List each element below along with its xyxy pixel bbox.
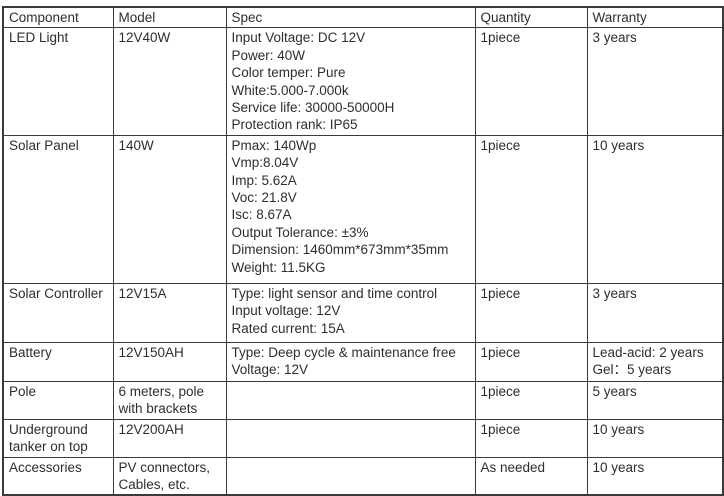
quantity-cell: 1piece bbox=[474, 418, 588, 458]
table-row-accessories: Accessories PV connectors, Cables, etc. … bbox=[2, 456, 724, 496]
quantity-cell: As needed bbox=[474, 456, 588, 496]
table-row-battery: Battery 12V150AH Type: Deep cycle & main… bbox=[2, 341, 724, 382]
quantity-cell: 1piece bbox=[474, 341, 588, 382]
model-cell: 12V150AH bbox=[112, 341, 227, 382]
component-cell: Solar Controller bbox=[2, 282, 114, 343]
table-row-underground-tanker: Underground tanker on top 12V200AH 1piec… bbox=[2, 418, 724, 458]
quantity-cell: 1piece bbox=[474, 380, 588, 420]
spec-cell: Input Voltage: DC 12V Power: 40W Color t… bbox=[225, 27, 476, 136]
table-header-row: Component Model Spec Quantity Warranty bbox=[2, 6, 724, 29]
spec-cell: Pmax: 140Wp Vmp:8.04V Imp: 5.62A Voc: 21… bbox=[225, 134, 476, 284]
quantity-cell: 1piece bbox=[474, 282, 588, 343]
model-cell: PV connectors, Cables, etc. bbox=[112, 456, 227, 496]
table-row-led-light: LED Light 12V40W Input Voltage: DC 12V P… bbox=[2, 27, 724, 136]
model-cell: 12V200AH bbox=[112, 418, 227, 458]
product-spec-table: Component Model Spec Quantity Warranty L… bbox=[2, 6, 724, 496]
component-cell: LED Light bbox=[2, 27, 114, 136]
component-cell: Underground tanker on top bbox=[2, 418, 114, 458]
warranty-cell: Lead-acid: 2 years Gel：5 years bbox=[586, 341, 724, 382]
spec-cell bbox=[225, 380, 476, 420]
spec-cell bbox=[225, 418, 476, 458]
model-cell: 6 meters, pole with brackets bbox=[112, 380, 227, 420]
quantity-cell: 1piece bbox=[474, 134, 588, 284]
warranty-cell: 10 years bbox=[586, 134, 724, 284]
component-cell: Accessories bbox=[2, 456, 114, 496]
column-header-component: Component bbox=[2, 6, 114, 29]
model-cell: 140W bbox=[112, 134, 227, 284]
quantity-cell: 1piece bbox=[474, 27, 588, 136]
warranty-cell: 3 years bbox=[586, 282, 724, 343]
column-header-spec: Spec bbox=[225, 6, 476, 29]
table-row-pole: Pole 6 meters, pole with brackets 1piece… bbox=[2, 380, 724, 420]
column-header-model: Model bbox=[112, 6, 227, 29]
model-cell: 12V40W bbox=[112, 27, 227, 136]
component-cell: Battery bbox=[2, 341, 114, 382]
table-row-solar-panel: Solar Panel 140W Pmax: 140Wp Vmp:8.04V I… bbox=[2, 134, 724, 284]
spec-cell bbox=[225, 456, 476, 496]
spec-cell: Type: Deep cycle & maintenance free Volt… bbox=[225, 341, 476, 382]
component-cell: Solar Panel bbox=[2, 134, 114, 284]
component-cell: Pole bbox=[2, 380, 114, 420]
warranty-cell: 5 years bbox=[586, 380, 724, 420]
warranty-cell: 10 years bbox=[586, 456, 724, 496]
warranty-cell: 3 years bbox=[586, 27, 724, 136]
warranty-cell: 10 years bbox=[586, 418, 724, 458]
spec-cell: Type: light sensor and time control Inpu… bbox=[225, 282, 476, 343]
column-header-warranty: Warranty bbox=[586, 6, 724, 29]
model-cell: 12V15A bbox=[112, 282, 227, 343]
table-row-solar-controller: Solar Controller 12V15A Type: light sens… bbox=[2, 282, 724, 343]
column-header-quantity: Quantity bbox=[474, 6, 588, 29]
